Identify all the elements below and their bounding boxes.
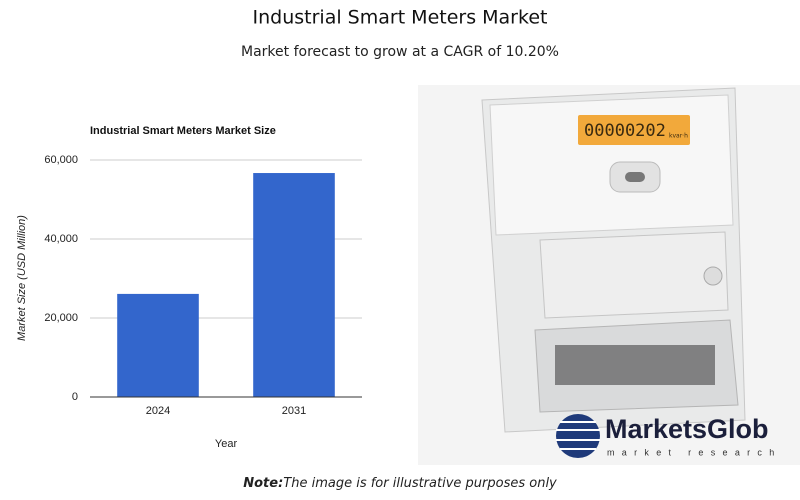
meter-label-panel (539, 231, 729, 319)
x-tick-label: 2024 (146, 405, 170, 417)
optical-port-eye (625, 172, 645, 182)
x-tick-label: 2031 (282, 405, 306, 417)
display-unit: kvar·h (669, 133, 688, 140)
page-title: Industrial Smart Meters Market (253, 7, 548, 29)
chart-title: Industrial Smart Meters Market Size (90, 125, 276, 137)
page-subtitle: Market forecast to grow at a CAGR of 10.… (241, 44, 559, 60)
y-tick-label: 20,000 (44, 312, 78, 324)
y-tick-label: 0 (72, 391, 78, 403)
bar (117, 293, 199, 397)
y-tick-label: 60,000 (44, 154, 78, 166)
y-axis-label: Market Size (USD Million) (16, 215, 28, 341)
logo-name: MarketsGlob (605, 414, 769, 444)
logo-globe (556, 414, 600, 458)
y-tick-label: 40,000 (44, 233, 78, 245)
note-label: Note: (243, 476, 284, 491)
bar (253, 173, 335, 397)
meter-display (578, 115, 690, 145)
note-text: The image is for illustrative purposes o… (283, 476, 557, 491)
logo-tagline: market research (607, 447, 782, 457)
note: Note:The image is for illustrative purpo… (0, 476, 800, 491)
x-axis-label: Year (215, 438, 238, 450)
product-photo: 00000202 kvar·h MarketsGlob market resea… (418, 85, 800, 465)
display-reading: 00000202 (584, 121, 666, 141)
meter-button (703, 266, 723, 286)
terminal-block (555, 345, 715, 385)
